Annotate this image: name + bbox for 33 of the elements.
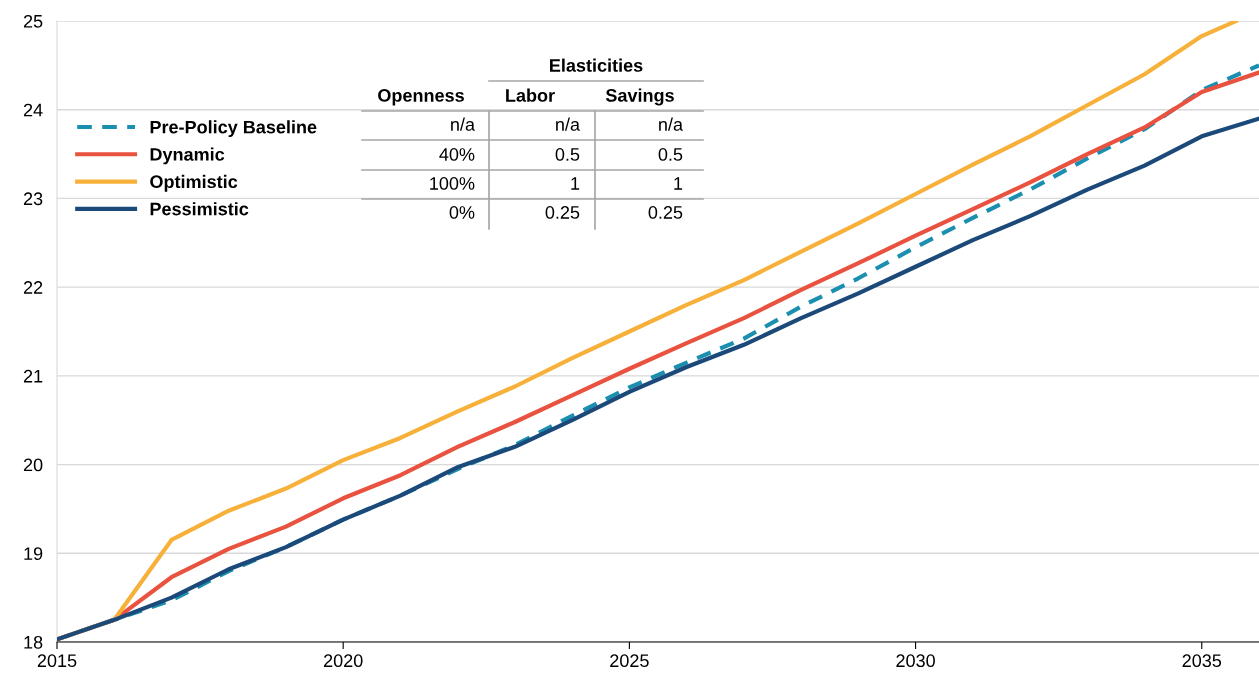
x-tick-label: 2015 [37, 654, 77, 668]
legend-label: Pre-Policy Baseline [150, 120, 317, 138]
y-tick-label: 21 [23, 369, 43, 383]
x-tick-label: 2025 [610, 654, 649, 668]
annotation: n/a [556, 117, 580, 131]
y-tick-label: 19 [24, 547, 43, 561]
annotation: 100% [430, 177, 475, 190]
x-tick-label: 2030 [896, 654, 935, 668]
annotation: 0% [449, 206, 475, 219]
y-tick-label: 22 [23, 281, 43, 294]
annotation: n/a [451, 117, 475, 131]
annotation: Elasticities [550, 58, 643, 72]
annotation: 40% [439, 148, 475, 161]
annotation: 0.5 [658, 148, 683, 161]
annotation: Labor [506, 88, 555, 102]
annotation: n/a [659, 117, 683, 131]
annotation: 0.5 [555, 148, 580, 161]
annotation: 1 [571, 177, 580, 190]
x-tick-label: 2035 [1182, 654, 1222, 668]
legend-label: Dynamic [150, 147, 225, 165]
annotation: 1 [674, 177, 683, 190]
x-tick-label: 2020 [324, 654, 363, 668]
annotation: Savings [605, 88, 674, 106]
y-tick-label: 20 [23, 458, 43, 472]
legend-label: Optimistic [150, 174, 238, 192]
y-tick-label: 18 [24, 635, 43, 649]
annotation: Openness [378, 89, 464, 106]
annotation: 0.25 [545, 206, 580, 219]
legend-label: Pessimistic [150, 202, 249, 216]
y-tick-label: 23 [23, 192, 43, 206]
y-tick-label: 24 [23, 103, 43, 117]
annotation: 0.25 [648, 206, 683, 219]
y-tick-label: 25 [23, 14, 43, 28]
